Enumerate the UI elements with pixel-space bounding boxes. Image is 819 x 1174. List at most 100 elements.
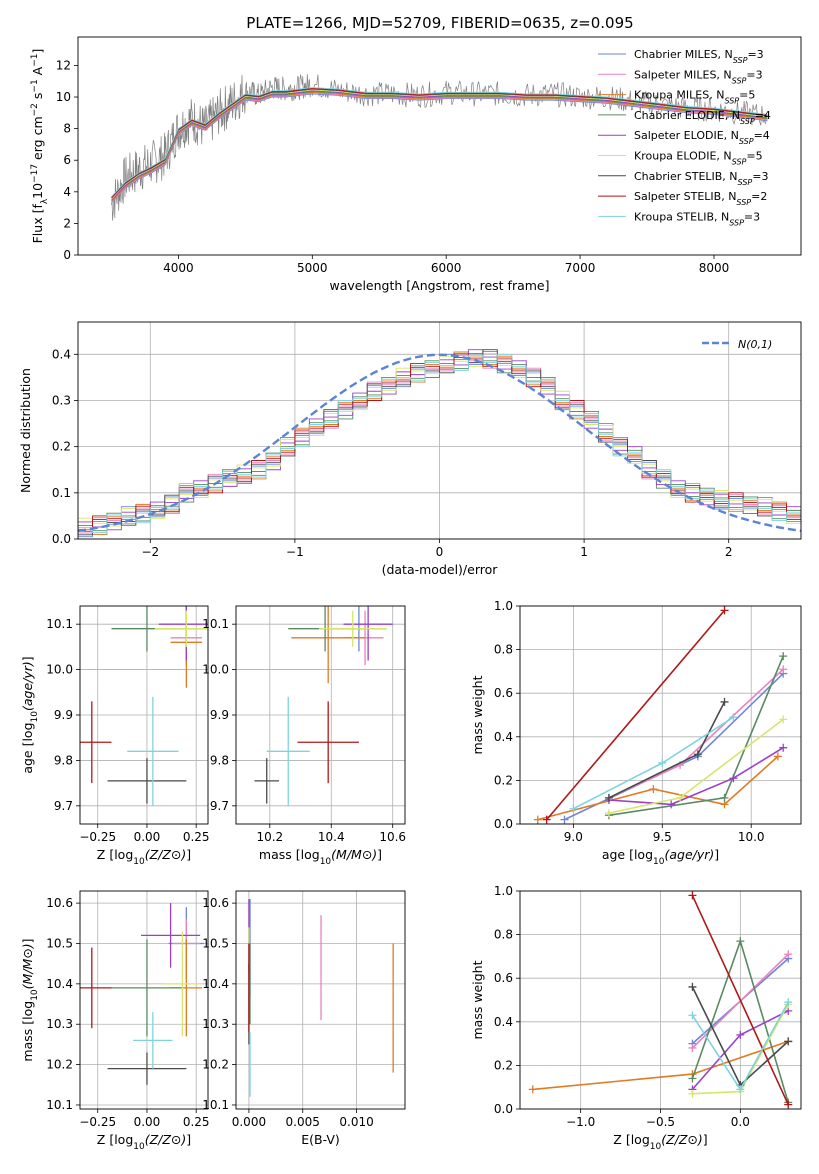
y-tick-label: 0.4 <box>494 730 513 744</box>
x-axis-label: age [log10(age/yr)] <box>602 847 719 867</box>
y-tick-label: 0.1 <box>52 486 71 500</box>
y-axis-label: Flux [fλ10−17 erg cm−2 s−1 A−1] <box>30 49 50 244</box>
weight-marker <box>560 815 569 824</box>
weight-marker <box>688 1043 697 1052</box>
y-tick-label: 0 <box>63 248 71 262</box>
y-tick-label: 9.7 <box>210 799 229 813</box>
weight-marker <box>604 809 613 818</box>
y-axis-label: mass [log10(M/M⊙)] <box>20 938 40 1061</box>
weight-marker <box>736 1030 745 1039</box>
age-vs-mass-panel: 10.2 10.4 10.6 9.7 9.8 9.9 10.0 10.1 mass [log10… <box>202 605 406 867</box>
y-tick-label: 0.2 <box>494 1058 513 1072</box>
y-tick-label: 6 <box>63 153 71 167</box>
y-tick-label: 9.9 <box>210 708 229 722</box>
weight-marker <box>533 815 542 824</box>
x-tick-label: 0.25 <box>183 830 210 844</box>
weight-marker <box>720 697 729 706</box>
x-tick-label: 9.0 <box>564 830 583 844</box>
plot-area <box>528 891 793 1109</box>
weight-line <box>691 895 789 1105</box>
weight-marker <box>649 785 658 794</box>
weight-marker <box>688 1089 697 1098</box>
y-tick-label: 0.6 <box>494 971 513 985</box>
x-tick-label: 0.00 <box>134 1115 161 1129</box>
weight-marker <box>528 1085 537 1094</box>
y-tick-label: 0.2 <box>494 773 513 787</box>
y-tick-label: 10.3 <box>46 1017 73 1031</box>
x-tick-label: 0 <box>436 545 444 559</box>
x-axis-label: Z [log10(Z/Z⊙)] <box>97 1132 191 1152</box>
weight-vs-age-panel: 9.0 9.5 10.0 0.0 0.2 0.4 0.6 0.8 1.0 age [log10(a… <box>470 599 802 867</box>
plot-area <box>80 903 205 1085</box>
y-tick-label: 2 <box>63 216 71 230</box>
model-spectrum-line <box>111 93 768 204</box>
model-spectrum-line <box>111 91 768 202</box>
y-tick-label: 0.6 <box>494 686 513 700</box>
weight-marker <box>729 713 738 722</box>
legend-entry: Salpeter STELIB, NSSP=2 <box>634 190 767 207</box>
weight-marker <box>784 1037 793 1046</box>
x-tick-label: −0.25 <box>79 830 116 844</box>
x-axis-label: wavelength [Angstrom, rest frame] <box>329 278 549 293</box>
y-tick-label: 10 <box>56 90 71 104</box>
weight-marker <box>784 1100 793 1109</box>
weight-line <box>608 747 784 806</box>
y-tick-label: 10.5 <box>202 936 229 950</box>
y-tick-label: 10.0 <box>202 663 229 677</box>
legend-entry: Chabrier ELODIE, NSSP=4 <box>634 109 771 126</box>
y-tick-label: 0.2 <box>52 440 71 454</box>
weight-line <box>608 701 726 799</box>
weight-marker <box>569 804 578 813</box>
weight-marker <box>736 1085 745 1094</box>
model-spectrum-line <box>111 91 768 201</box>
x-tick-label: 0.00 <box>134 830 161 844</box>
axes-frame <box>79 890 209 1110</box>
weight-marker <box>736 937 745 946</box>
weight-marker <box>688 891 697 900</box>
y-tick-label: 10.1 <box>202 617 229 631</box>
weight-marker <box>693 750 702 759</box>
axes-frame <box>519 890 802 1110</box>
weight-line <box>608 668 784 799</box>
age-vs-Z-panel: −0.25 0.00 0.25 9.7 9.8 9.9 10.0 10.1 Z [log10(Z… <box>20 605 210 867</box>
plot-area <box>254 606 393 806</box>
y-axis-label: mass weight <box>470 675 485 754</box>
x-tick-label: 0.010 <box>339 1115 373 1129</box>
weight-marker <box>720 793 729 802</box>
legend-entry: Chabrier STELIB, NSSP=3 <box>634 170 768 187</box>
weight-marker <box>729 774 738 783</box>
y-tick-label: 0.3 <box>52 393 71 407</box>
x-tick-label: 2 <box>725 545 733 559</box>
model-spectrum-line <box>111 87 768 197</box>
x-tick-label: 8000 <box>699 261 730 275</box>
weight-marker <box>542 815 551 824</box>
y-tick-label: 0.8 <box>494 643 513 657</box>
figure-title: PLATE=1266, MJD=52709, FIBERID=0635, z=0… <box>246 14 633 32</box>
model-spectrum-line <box>111 87 768 198</box>
y-tick-label: 10.2 <box>46 1058 73 1072</box>
weight-line <box>546 609 726 821</box>
x-tick-label: 0.000 <box>232 1115 266 1129</box>
model-spectrum-line <box>111 89 768 200</box>
mass-vs-EBV-panel: 0.000 0.005 0.010 10.1 10.2 10.3 10.4 10.5 10.6 E… <box>202 890 406 1147</box>
weight-marker <box>720 606 729 615</box>
y-tick-label: 10.0 <box>46 663 73 677</box>
normal-curve <box>78 353 801 533</box>
legend-entry: Salpeter MILES, NSSP=3 <box>634 68 763 85</box>
y-tick-label: 0.0 <box>52 532 71 546</box>
x-axis-label: Z [log10(Z/Z⊙)] <box>613 1132 707 1152</box>
y-tick-label: 10.1 <box>46 617 73 631</box>
axes-frame <box>519 605 802 825</box>
x-tick-label: 10.4 <box>318 830 345 844</box>
legend-entry: Kroupa MILES, NSSP=5 <box>634 89 755 106</box>
y-tick-label: 10.4 <box>46 977 73 991</box>
y-tick-label: 9.8 <box>54 753 73 767</box>
axes-frame <box>77 321 802 540</box>
plot-area <box>533 606 788 824</box>
legend-entry: Chabrier MILES, NSSP=3 <box>634 48 764 65</box>
weight-line <box>564 673 784 821</box>
x-tick-label: −1.0 <box>566 1115 595 1129</box>
x-tick-label: 10.2 <box>256 830 283 844</box>
x-axis-label: mass [log10(M/M⊙)] <box>259 847 382 867</box>
spectrum-panel: 4000 5000 6000 7000 8000 0 2 4 6 8 10 12 wavelength … <box>30 36 802 293</box>
